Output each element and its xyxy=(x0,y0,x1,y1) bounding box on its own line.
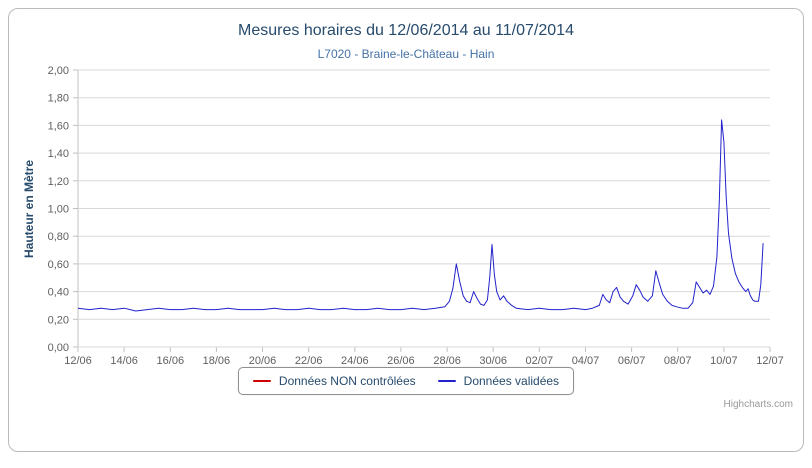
x-tick-label: 18/06 xyxy=(203,355,231,367)
red-series-line-icon xyxy=(252,380,271,382)
y-tick-label: 1,40 xyxy=(48,148,69,160)
chart-container: Mesures horaires du 12/06/2014 au 11/07/… xyxy=(8,8,804,452)
x-tick-label: 10/07 xyxy=(710,355,738,367)
y-tick-label: 1,80 xyxy=(48,93,69,105)
x-tick-label: 16/06 xyxy=(157,355,185,367)
series-line[interactable] xyxy=(77,119,764,312)
x-tick-label: 12/07 xyxy=(756,355,784,367)
legend-label-validees: Données validées xyxy=(463,374,560,388)
y-tick-label: 0,00 xyxy=(48,342,69,354)
blue-series-line-icon xyxy=(437,380,456,382)
plot-area[interactable]: 12/07 10/07 08/07 06/07 04/07 02/07 30/06 28/06… xyxy=(9,9,803,451)
y-tick-label: 1,20 xyxy=(48,176,69,188)
x-tick-label: 12/06 xyxy=(64,355,92,367)
x-tick-label: 14/06 xyxy=(110,355,138,367)
x-tick-label: 24/06 xyxy=(341,355,369,367)
chart-subtitle: L7020 - Braine-le-Château - Hain xyxy=(317,47,495,61)
y-tick-label: 0,20 xyxy=(48,314,69,326)
x-tick-label: 04/07 xyxy=(572,355,600,367)
legend-item-non-controlees[interactable]: Données NON contrôlées xyxy=(252,374,416,388)
legend-box: Données NON contrôlées Données validées xyxy=(237,367,575,395)
legend-label-non-controlees: Données NON contrôlées xyxy=(278,374,416,388)
y-tick-label: 2,00 xyxy=(48,65,69,77)
legend-item-validees[interactable]: Données validées xyxy=(437,374,560,388)
y-tick-label: 1,00 xyxy=(48,204,69,216)
y-tick-label: 0,80 xyxy=(48,231,69,243)
y-tick-label: 1,60 xyxy=(48,120,69,132)
y-tick-label: 0,40 xyxy=(48,287,69,299)
x-tick-label: 30/06 xyxy=(479,355,507,367)
x-tick-label: 06/07 xyxy=(618,355,646,367)
x-tick-label: 26/06 xyxy=(387,355,415,367)
x-tick-label: 20/06 xyxy=(249,355,277,367)
x-tick-label: 02/07 xyxy=(526,355,554,367)
chart-title: Mesures horaires du 12/06/2014 au 11/07/… xyxy=(238,22,574,39)
highcharts-credits-link[interactable]: Highcharts.com xyxy=(723,399,793,410)
x-tick-label: 08/07 xyxy=(664,355,692,367)
x-tick-label: 22/06 xyxy=(295,355,323,367)
y-axis-title: Hauteur en Mètre xyxy=(22,160,36,258)
legend: Données NON contrôlées Données validées xyxy=(9,367,803,395)
x-tick-label: 28/06 xyxy=(433,355,461,367)
y-tick-label: 0,60 xyxy=(48,259,69,271)
